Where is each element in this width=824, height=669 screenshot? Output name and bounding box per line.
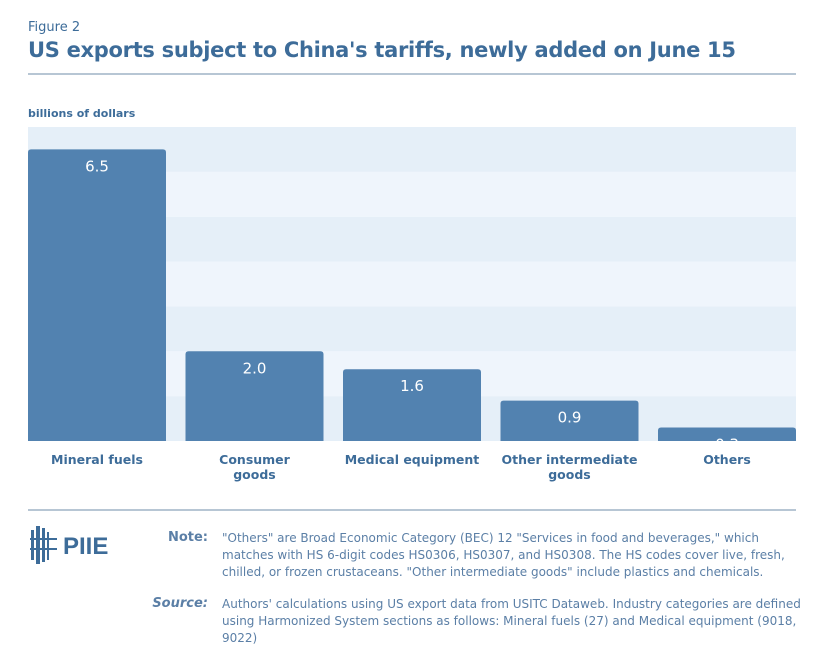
data-label: 0.3 xyxy=(715,436,739,454)
data-label: 0.9 xyxy=(558,409,582,427)
bar-1 xyxy=(185,351,324,441)
category-label: Other intermediate xyxy=(502,452,638,467)
data-label: 6.5 xyxy=(85,157,109,175)
note-label: Note: xyxy=(167,530,208,545)
source-text: Authors' calculations using US export da… xyxy=(222,597,801,645)
category-label: Mineral fuels xyxy=(51,452,143,467)
bar-2 xyxy=(343,369,481,441)
source-label: Source: xyxy=(152,596,208,611)
bar-4 xyxy=(658,427,796,441)
chart-title: US exports subject to China's tariffs, n… xyxy=(28,38,736,62)
data-label: 2.0 xyxy=(243,359,267,377)
figure-label: Figure 2 xyxy=(28,20,81,35)
category-label: goods xyxy=(548,467,591,482)
piie-logo: PIIE xyxy=(30,526,120,568)
y-axis-unit-label: billions of dollars xyxy=(28,107,136,120)
footer-divider xyxy=(28,509,796,511)
category-label: Consumer xyxy=(219,452,291,467)
note-text: "Others" are Broad Economic Category (BE… xyxy=(222,531,785,579)
bar-0 xyxy=(28,149,166,441)
category-label: Medical equipment xyxy=(345,452,480,467)
data-label: 1.6 xyxy=(400,377,424,395)
category-label: Others xyxy=(703,452,751,467)
category-label: goods xyxy=(233,467,276,482)
bar-3 xyxy=(500,400,639,441)
title-divider xyxy=(28,73,796,75)
svg-text:PIIE: PIIE xyxy=(63,533,108,560)
